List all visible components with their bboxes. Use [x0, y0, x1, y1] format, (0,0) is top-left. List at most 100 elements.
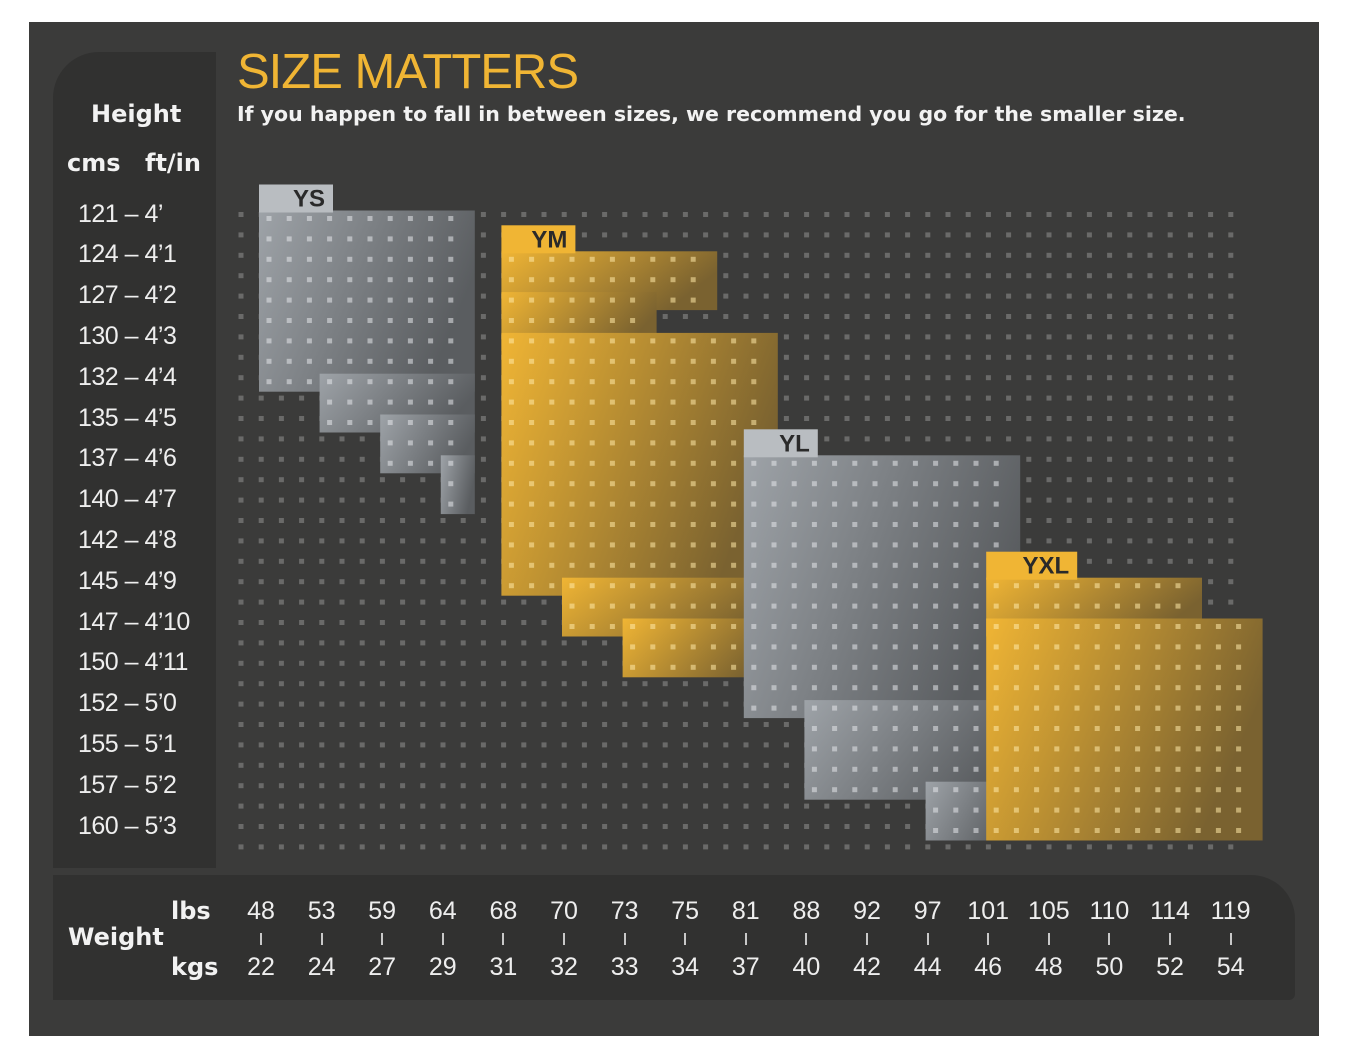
grid-dot [662, 232, 668, 238]
grid-dot [783, 314, 789, 319]
grid-dot [945, 354, 951, 360]
grid-dot [460, 558, 466, 564]
region-dot [549, 542, 555, 548]
lbs-tick-label: 73 [610, 897, 639, 925]
grid-dot [1208, 416, 1214, 421]
region-dot [327, 338, 333, 344]
region-dot [832, 787, 838, 793]
grid-dot [359, 477, 365, 483]
region-dot [650, 399, 656, 405]
region-dot [912, 460, 918, 466]
grid-dot [258, 579, 264, 585]
region-dot [690, 603, 696, 609]
grid-dot [1187, 334, 1193, 340]
region-dot [973, 644, 979, 650]
region-dot [690, 297, 696, 303]
grid-dot [905, 375, 911, 381]
grid-dot [985, 232, 991, 238]
region-dot [670, 420, 676, 425]
grid-dot [521, 212, 527, 217]
region-dot [327, 379, 333, 385]
grid-dot [238, 620, 244, 625]
region-dot [670, 562, 676, 568]
lbs-tick-label: 114 [1150, 897, 1190, 925]
region-dot [973, 481, 979, 487]
grid-dot [480, 844, 486, 850]
grid-dot [965, 395, 971, 401]
grid-dot [521, 762, 527, 768]
region-dot [650, 522, 656, 527]
grid-dot [238, 681, 244, 687]
region-dot [690, 522, 696, 527]
region-dot [1236, 644, 1242, 650]
grid-dot [581, 660, 587, 666]
region-dot [1155, 603, 1161, 609]
grid-dot [480, 497, 486, 503]
grid-dot [581, 701, 587, 707]
region-dot [1054, 726, 1060, 731]
region-dot [771, 583, 777, 589]
grid-dot [1208, 599, 1214, 605]
region-dot [1054, 766, 1060, 772]
region-dot [549, 338, 555, 344]
region-dot [1034, 746, 1040, 752]
region-dot [1155, 583, 1161, 589]
grid-dot [379, 722, 385, 727]
region-dot [710, 664, 716, 670]
grid-dot [278, 762, 284, 768]
region-dot [993, 787, 999, 793]
size-label-tag [501, 225, 576, 254]
grid-dot [278, 620, 284, 625]
region-dot [973, 726, 979, 731]
region-dot [589, 420, 595, 425]
region-dot [347, 236, 353, 242]
region-dot [811, 522, 817, 527]
region-dot [327, 297, 333, 303]
grid-dot [480, 599, 486, 605]
grid-dot [440, 722, 446, 727]
grid-dot [844, 314, 850, 319]
grid-dot [440, 844, 446, 850]
region-dot [1195, 766, 1201, 772]
grid-dot [400, 742, 406, 748]
region-dot [609, 583, 615, 589]
grid-dot [319, 558, 325, 564]
grid-dot [1107, 558, 1113, 564]
region-dot [710, 603, 716, 609]
grid-dot [278, 538, 284, 544]
grid-dot [379, 701, 385, 707]
region-dot [933, 828, 939, 833]
grid-dot [339, 518, 345, 523]
grid-dot [521, 701, 527, 707]
grid-dot [985, 252, 991, 258]
grid-dot [379, 497, 385, 503]
region-dot [1054, 705, 1060, 711]
grid-dot [622, 232, 628, 238]
region-dot [892, 746, 898, 752]
region-dot [589, 624, 595, 629]
grid-dot [1147, 375, 1153, 381]
size-band-step [440, 455, 475, 515]
grid-dot [602, 803, 608, 809]
region-dot [428, 236, 434, 242]
region-dot [993, 624, 999, 629]
weight-tick-mark [623, 933, 626, 945]
region-dot [670, 338, 676, 344]
grid-dot [379, 518, 385, 523]
region-dot [609, 297, 615, 303]
grid-dot [965, 293, 971, 299]
grid-dot [783, 783, 789, 789]
grid-dot [824, 252, 830, 258]
region-dot [710, 420, 716, 425]
region-dot [690, 256, 696, 262]
region-dot [549, 460, 555, 466]
grid-dot [783, 354, 789, 360]
region-dot [589, 318, 595, 323]
grid-dot [1127, 375, 1133, 381]
region-dot [690, 583, 696, 589]
region-dot [650, 542, 656, 548]
grid-dot [945, 232, 951, 238]
region-dot [993, 542, 999, 548]
grid-dot [278, 701, 284, 707]
region-dot [569, 624, 575, 629]
